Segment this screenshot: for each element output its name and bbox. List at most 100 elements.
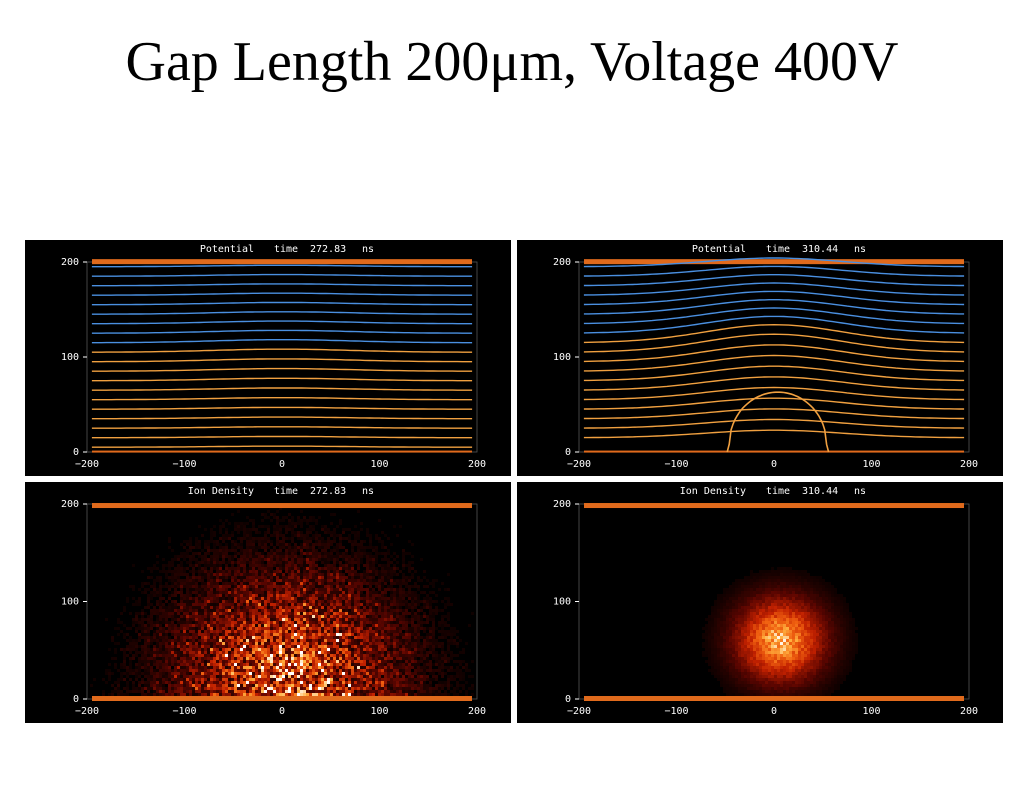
- bottom-electrode-1: [584, 450, 964, 453]
- potential-contour-low-1-7: [583, 354, 965, 372]
- y-tick-label-1-0: 0: [565, 447, 571, 458]
- x-tick-label-2-2: 0: [279, 706, 285, 717]
- x-tick-label-0-2: 0: [279, 459, 285, 470]
- x-tick-label-0-3: 100: [370, 459, 388, 470]
- ion-density-panel-1: Ion Density time 272.83 ns 0 100 200 −200 −100 0 1…: [25, 482, 511, 723]
- plot-frame-0: [86, 261, 478, 453]
- potential-contour-low-0-0: [91, 445, 473, 448]
- x-tick-label-1-4: 200: [960, 459, 978, 470]
- y-tick-label-2-1: 100: [61, 597, 79, 608]
- time-value-2: 272.83: [310, 486, 346, 497]
- potential-contour-low-0-7: [91, 377, 473, 382]
- x-tick-label-0-0: −200: [75, 459, 99, 470]
- potential-contour-low-1-9: [583, 333, 965, 353]
- potential-plot-2: Potential time 310.44 ns 0 100 200 −200 −100 0 100…: [553, 244, 978, 470]
- potential-contour-low-1-2: [583, 408, 965, 420]
- x-tick-label-1-0: −200: [567, 459, 591, 470]
- x-tick-label-2-0: −200: [75, 706, 99, 717]
- potential-contour-low-1-8: [583, 344, 965, 363]
- time-unit-1: ns: [854, 244, 866, 255]
- x-tick-label-2-3: 100: [370, 706, 388, 717]
- y-tick-label-0-2: 200: [61, 257, 79, 268]
- potential-contour-high-1-7: [583, 257, 965, 268]
- y-tick-label-3-1: 100: [553, 597, 571, 608]
- potential-contour-low-1-6: [583, 365, 965, 382]
- potential-contour-high-1-4: [583, 282, 965, 296]
- potential-lobe-1: [726, 391, 830, 453]
- potential-contour-high-0-2: [91, 320, 473, 325]
- potential-contour-high-1-2: [583, 299, 965, 315]
- potential-contour-high-0-3: [91, 311, 473, 315]
- potential-contour-high-1-3: [583, 290, 965, 306]
- ion-density-plot-2: Ion Density time 310.44 ns 0 100 200 −200 −100 0 1…: [553, 486, 978, 717]
- potential-contour-high-1-6: [583, 265, 965, 277]
- potential-contour-low-0-3: [91, 416, 473, 420]
- top-electrode-2: [92, 503, 472, 509]
- potential-contour-low-1-0: [583, 429, 965, 439]
- top-electrode-1: [584, 259, 964, 265]
- x-tick-label-0-1: −100: [172, 459, 196, 470]
- x-tick-label-1-1: −100: [664, 459, 688, 470]
- potential-panel-1: Potential time 272.83 ns 0 100 200 −200 −100 0 100…: [25, 240, 511, 476]
- y-tick-label-1-2: 200: [553, 257, 571, 268]
- potential-contour-high-0-6: [91, 283, 473, 287]
- top-electrode-3: [584, 503, 964, 509]
- bottom-electrode-0: [92, 450, 472, 453]
- x-tick-label-3-1: −100: [664, 706, 688, 717]
- y-tick-label-3-0: 0: [565, 694, 571, 705]
- x-tick-label-2-4: 200: [468, 706, 486, 717]
- time-label-2: time: [274, 486, 298, 497]
- density-cells-2: [90, 507, 474, 699]
- potential-contour-high-1-0: [583, 315, 965, 334]
- chart-title-0: Potential: [200, 244, 254, 255]
- y-tick-label-0-1: 100: [61, 352, 79, 363]
- chart-title-1: Potential: [692, 244, 746, 255]
- x-tick-label-3-4: 200: [960, 706, 978, 717]
- potential-contour-low-0-6: [91, 387, 473, 391]
- potential-contour-low-0-2: [91, 426, 473, 429]
- ion-density-panel-2: Ion Density time 310.44 ns 0 100 200 −200 −100 0 1…: [517, 482, 1003, 723]
- potential-contour-low-1-1: [583, 418, 965, 429]
- potential-contour-high-0-1: [91, 329, 473, 334]
- top-electrode-0: [92, 259, 472, 265]
- potential-contour-high-0-7: [91, 273, 473, 277]
- time-unit-0: ns: [362, 244, 374, 255]
- potential-plot-1: Potential time 272.83 ns 0 100 200 −200 −100 0 100…: [61, 244, 486, 470]
- time-unit-3: ns: [854, 486, 866, 497]
- x-tick-label-2-1: −100: [172, 706, 196, 717]
- potential-contour-low-0-4: [91, 406, 473, 410]
- potential-contour-low-1-5: [583, 376, 965, 391]
- time-label-0: time: [274, 244, 298, 255]
- density-cells-3: [702, 567, 858, 699]
- y-tick-label-3-2: 200: [553, 499, 571, 510]
- time-label-3: time: [766, 486, 790, 497]
- x-tick-label-0-4: 200: [468, 459, 486, 470]
- x-tick-label-1-2: 0: [771, 459, 777, 470]
- potential-contour-high-1-5: [583, 274, 965, 287]
- potential-contour-low-0-8: [91, 367, 473, 372]
- potential-contour-high-1-1: [583, 307, 965, 325]
- bottom-electrode-2: [92, 696, 472, 701]
- time-unit-2: ns: [362, 486, 374, 497]
- potential-contour-low-0-1: [91, 435, 473, 439]
- y-tick-label-2-0: 0: [73, 694, 79, 705]
- potential-contour-high-0-4: [91, 301, 473, 306]
- x-tick-label-3-2: 0: [771, 706, 777, 717]
- x-tick-label-3-0: −200: [567, 706, 591, 717]
- plot-frame-1: [578, 261, 970, 453]
- chart-title-2: Ion Density: [188, 486, 254, 497]
- time-label-1: time: [766, 244, 790, 255]
- ion-density-plot-1: Ion Density time 272.83 ns 0 100 200 −200 −100 0 1…: [61, 486, 486, 717]
- potential-panel-2: Potential time 310.44 ns 0 100 200 −200 −100 0 100…: [517, 240, 1003, 476]
- page-title: Gap Length 200μm, Voltage 400V: [125, 31, 899, 93]
- time-value-1: 310.44: [802, 244, 838, 255]
- potential-contour-high-0-8: [91, 264, 473, 268]
- chart-title-3: Ion Density: [680, 486, 746, 497]
- time-value-0: 272.83: [310, 244, 346, 255]
- potential-contour-high-0-0: [91, 339, 473, 344]
- potential-contour-low-1-10: [583, 323, 965, 344]
- y-tick-label-0-0: 0: [73, 447, 79, 458]
- potential-contour-low-1-3: [583, 397, 965, 410]
- x-tick-label-1-3: 100: [862, 459, 880, 470]
- time-value-3: 310.44: [802, 486, 838, 497]
